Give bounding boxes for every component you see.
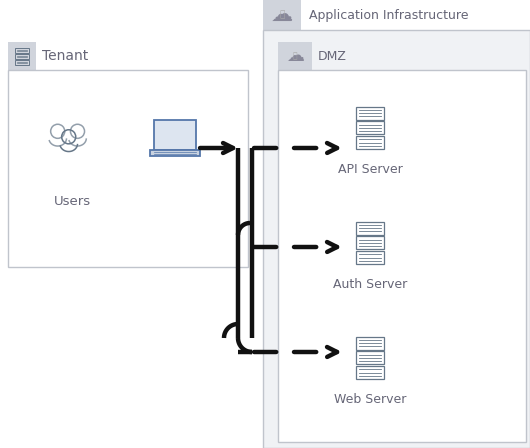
Text: DMZ: DMZ (318, 49, 347, 63)
Bar (356, 121, 384, 134)
Bar (356, 337, 384, 350)
Bar (15, 54, 29, 59)
Bar (356, 251, 384, 264)
Bar (8, 42, 36, 70)
Bar (356, 222, 384, 235)
Bar (15, 60, 29, 65)
Bar (356, 136, 384, 149)
Bar (356, 237, 384, 250)
Text: API Server: API Server (338, 163, 402, 176)
Bar (8, 70, 248, 267)
Bar (154, 120, 196, 150)
Text: Auth Server: Auth Server (333, 278, 407, 291)
Bar (278, 42, 312, 70)
Bar (263, 0, 301, 30)
Bar (278, 70, 526, 442)
Text: Web Server: Web Server (334, 393, 406, 406)
Text: 🔒: 🔒 (293, 52, 297, 60)
Text: Users: Users (54, 195, 91, 208)
Text: Tenant: Tenant (42, 49, 89, 63)
Bar (356, 107, 384, 120)
Text: Application Infrastructure: Application Infrastructure (309, 9, 469, 22)
Text: 🔒: 🔒 (279, 10, 285, 20)
Bar (356, 366, 384, 379)
Bar (150, 150, 200, 156)
Text: ☁: ☁ (286, 47, 304, 65)
Bar (263, 30, 530, 448)
Bar (356, 351, 384, 364)
Text: ☁: ☁ (271, 5, 293, 25)
Bar (15, 48, 29, 53)
